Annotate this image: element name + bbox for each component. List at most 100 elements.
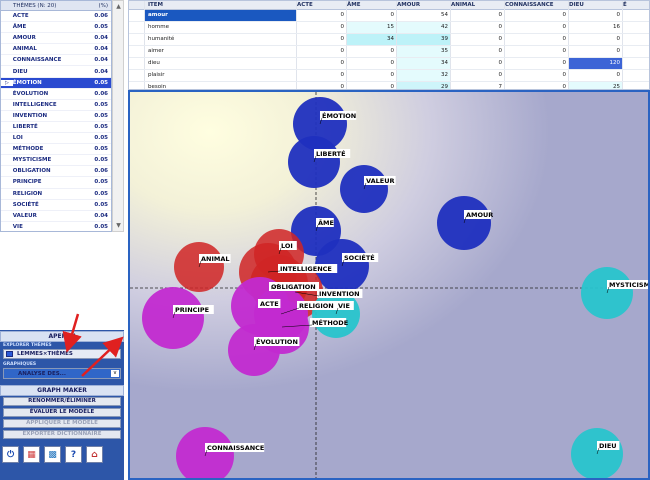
value-cell-animal[interactable]: 7 <box>451 82 505 89</box>
graph-maker-header[interactable]: GRAPH MAKER <box>0 385 124 396</box>
evaluer-button[interactable]: ÉVALUER LE MODÈLE <box>3 408 121 417</box>
row-selector[interactable] <box>129 10 145 21</box>
correspondence-plot[interactable]: ÉMOTION LIBERTÉ VALEUR ÂME AMOUR SOCIÉTÉ ANIMA… <box>128 90 650 480</box>
help-icon[interactable]: ? <box>65 446 82 463</box>
theme-row[interactable]: SOCIÉTÉ 0.05 <box>1 200 111 211</box>
appliquer-button[interactable]: APPLIQUER LE MODÈLE <box>3 419 121 428</box>
theme-row[interactable]: ÂME 0.05 <box>1 22 111 34</box>
value-cell-ame[interactable]: 34 <box>347 34 397 45</box>
value-cell-emotion[interactable] <box>623 58 649 69</box>
theme-row[interactable]: DIEU 0.04 <box>1 66 111 78</box>
value-cell-amour[interactable]: 42 <box>397 22 451 33</box>
documents-icon[interactable]: ▦ <box>23 446 40 463</box>
row-selector[interactable] <box>129 34 145 45</box>
item-cell[interactable]: dieu <box>145 58 297 69</box>
value-cell-connaissance[interactable]: 0 <box>505 82 569 89</box>
theme-row[interactable]: CONNAISSANCE 0.04 <box>1 55 111 67</box>
value-cell-animal[interactable]: 0 <box>451 22 505 33</box>
theme-row[interactable]: MÉTHODE 0.05 <box>1 144 111 156</box>
value-cell-emotion[interactable] <box>623 34 649 45</box>
table-row[interactable]: besoin 0 0 29 7 0 25 <box>129 82 649 89</box>
value-cell-acte[interactable]: 0 <box>297 46 347 57</box>
theme-row[interactable]: LOI 0.05 <box>1 133 111 145</box>
theme-row[interactable]: ▷ ÉMOTION 0.05 <box>1 77 111 89</box>
home-icon[interactable]: ⌂ <box>86 446 103 463</box>
value-cell-amour[interactable]: 39 <box>397 34 451 45</box>
value-cell-connaissance[interactable]: 0 <box>505 58 569 69</box>
apercu-header[interactable]: APERÇU <box>0 331 124 342</box>
theme-row[interactable]: ACTE 0.06 <box>1 11 111 23</box>
row-selector[interactable] <box>129 46 145 57</box>
theme-row[interactable]: ÉVOLUTION 0.06 <box>1 89 111 100</box>
value-cell-emotion[interactable] <box>623 46 649 57</box>
value-cell-ame[interactable]: 0 <box>347 46 397 57</box>
grid-icon[interactable]: ▩ <box>44 446 61 463</box>
table-row[interactable]: dieu 0 0 34 0 0 120 <box>129 58 649 70</box>
value-cell-acte[interactable]: 0 <box>297 82 347 89</box>
col-header-dieu[interactable]: DIEU <box>569 1 623 10</box>
value-cell-ame[interactable]: 15 <box>347 22 397 33</box>
exporter-button[interactable]: EXPORTER DICTIONNAIRE <box>3 430 121 439</box>
value-cell-ame[interactable]: 0 <box>347 58 397 69</box>
col-header-amour[interactable]: AMOUR <box>397 1 451 10</box>
value-cell-dieu[interactable]: 0 <box>569 10 623 21</box>
value-cell-connaissance[interactable]: 0 <box>505 46 569 57</box>
value-cell-amour[interactable]: 32 <box>397 70 451 81</box>
value-cell-dieu[interactable]: 0 <box>569 46 623 57</box>
themes-scrollbar[interactable]: ▲ ▼ <box>112 0 124 232</box>
col-header-animal[interactable]: ANIMAL <box>451 1 505 10</box>
bubble-connaissance[interactable] <box>176 427 234 478</box>
value-cell-amour[interactable]: 29 <box>397 82 451 89</box>
col-header-item[interactable]: ITEM <box>145 1 297 10</box>
value-cell-acte[interactable]: 0 <box>297 58 347 69</box>
item-cell[interactable]: homme <box>145 22 297 33</box>
value-cell-animal[interactable]: 0 <box>451 58 505 69</box>
value-cell-dieu[interactable]: 120 <box>569 58 623 69</box>
value-cell-emotion[interactable] <box>623 22 649 33</box>
value-cell-ame[interactable]: 0 <box>347 70 397 81</box>
value-cell-acte[interactable]: 0 <box>297 70 347 81</box>
renommer-button[interactable]: RENOMMER/ÉLIMINER <box>3 397 121 406</box>
item-cell[interactable]: aimer <box>145 46 297 57</box>
item-cell[interactable]: besoin <box>145 82 297 89</box>
value-cell-emotion[interactable] <box>623 82 649 89</box>
value-cell-emotion[interactable] <box>623 10 649 21</box>
theme-row[interactable]: OBLIGATION 0.06 <box>1 166 111 178</box>
scroll-up-icon[interactable]: ▲ <box>116 3 121 10</box>
theme-row[interactable]: LIBERTÉ 0.05 <box>1 122 111 134</box>
value-cell-acte[interactable]: 0 <box>297 10 347 21</box>
value-cell-emotion[interactable] <box>623 70 649 81</box>
checkbox-icon[interactable] <box>6 351 13 357</box>
value-cell-connaissance[interactable]: 0 <box>505 34 569 45</box>
col-header-acte[interactable]: ACTE <box>297 1 347 10</box>
value-cell-amour[interactable]: 54 <box>397 10 451 21</box>
value-cell-animal[interactable]: 0 <box>451 46 505 57</box>
col-header-connaissance[interactable]: CONNAISSANCE <box>505 1 569 10</box>
table-row[interactable]: amour 0 0 54 0 0 0 <box>129 10 649 22</box>
theme-row[interactable]: AMOUR 0.04 <box>1 33 111 45</box>
theme-row[interactable]: RELIGION 0.05 <box>1 189 111 200</box>
value-cell-dieu[interactable]: 25 <box>569 82 623 89</box>
value-cell-dieu[interactable]: 0 <box>569 70 623 81</box>
value-cell-connaissance[interactable]: 0 <box>505 22 569 33</box>
bubble-dieu[interactable] <box>571 428 623 478</box>
col-header-ame[interactable]: ÂME <box>347 1 397 10</box>
table-row[interactable]: plaisir 0 0 32 0 0 0 <box>129 70 649 82</box>
theme-row[interactable]: VALEUR 0.04 <box>1 211 111 222</box>
item-cell[interactable]: humanité <box>145 34 297 45</box>
col-header-emotion[interactable]: É <box>623 1 649 10</box>
table-row[interactable]: aimer 0 0 35 0 0 0 <box>129 46 649 58</box>
value-cell-animal[interactable]: 0 <box>451 34 505 45</box>
value-cell-dieu[interactable]: 16 <box>569 22 623 33</box>
value-cell-amour[interactable]: 35 <box>397 46 451 57</box>
value-cell-animal[interactable]: 0 <box>451 70 505 81</box>
graphiques-select[interactable]: ANALYSE DES... v <box>3 368 121 379</box>
table-row[interactable]: humanité 0 34 39 0 0 0 <box>129 34 649 46</box>
value-cell-connaissance[interactable]: 0 <box>505 70 569 81</box>
value-cell-ame[interactable]: 0 <box>347 10 397 21</box>
row-selector[interactable] <box>129 22 145 33</box>
row-selector[interactable] <box>129 82 145 89</box>
theme-row[interactable]: MYSTICISME 0.05 <box>1 155 111 167</box>
theme-row[interactable]: INTELLIGENCE 0.05 <box>1 100 111 111</box>
value-cell-dieu[interactable]: 0 <box>569 34 623 45</box>
